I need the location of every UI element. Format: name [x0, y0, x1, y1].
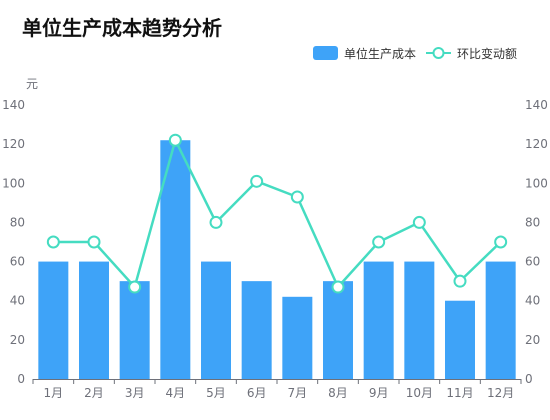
x-tick-label: 10月: [406, 386, 433, 400]
legend-label-bar: 单位生产成本: [344, 46, 416, 61]
y-tick-label-right: 0: [525, 372, 533, 386]
y-tick-label-right: 140: [525, 98, 548, 112]
legend[interactable]: 单位生产成本 环比变动额: [313, 46, 517, 61]
legend-bar-swatch: [313, 46, 338, 60]
y-tick-label-right: 100: [525, 176, 548, 190]
x-tick-label: 9月: [369, 386, 389, 400]
y-tick-label-right: 20: [525, 333, 540, 347]
line-point: [290, 190, 304, 204]
x-tick-label: 6月: [247, 386, 267, 400]
y-tick-label-right: 80: [525, 215, 540, 229]
x-tick-label: 5月: [206, 386, 226, 400]
bar: [241, 281, 272, 379]
bar: [485, 261, 516, 379]
line-point: [46, 235, 60, 249]
line-point: [250, 174, 264, 188]
line-point: [453, 274, 467, 288]
bar: [404, 261, 435, 379]
y-tick-label-right: 120: [525, 137, 548, 151]
y-axis-right: 0 20 40 60 80 100 120 140: [525, 98, 548, 386]
bar: [38, 261, 69, 379]
x-tick-label: 8月: [328, 386, 348, 400]
y-tick-label-left: 40: [10, 294, 25, 308]
line-point: [494, 235, 508, 249]
chart-title: 单位生产成本趋势分析: [22, 16, 222, 40]
legend-line-marker: [432, 47, 445, 59]
bar-series: [38, 140, 516, 379]
x-tick-label: 4月: [166, 386, 186, 400]
y-tick-label-right: 40: [525, 294, 540, 308]
x-tick-label: 1月: [44, 386, 64, 400]
y-tick-label-left: 20: [10, 333, 25, 347]
line-point: [209, 215, 223, 229]
line-markers: [46, 133, 508, 294]
x-tick-label: 2月: [84, 386, 104, 400]
line-point: [128, 280, 142, 294]
legend-label-line: 环比变动额: [457, 46, 517, 61]
y-axis-unit-label: 元: [26, 77, 38, 91]
line-point: [87, 235, 101, 249]
x-tick-label: 11月: [446, 386, 473, 400]
line-point: [331, 280, 345, 294]
bar: [119, 281, 150, 379]
bar: [79, 261, 109, 379]
x-axis: 1月 2月 3月 4月 5月 6月 7月 8月 9月 10月 11月 12月: [32, 379, 522, 400]
x-tick-label: 12月: [487, 386, 514, 400]
x-tick-label: 3月: [125, 386, 145, 400]
bar: [201, 261, 231, 379]
bar: [363, 261, 394, 379]
bar: [323, 281, 353, 379]
line-point: [412, 215, 426, 229]
bar: [282, 296, 313, 379]
y-tick-label-left: 0: [17, 372, 25, 386]
line-series: [53, 138, 502, 289]
y-tick-label-left: 140: [2, 98, 25, 112]
line-point: [168, 133, 182, 147]
y-tick-label-left: 80: [10, 215, 25, 229]
y-tick-label-left: 60: [10, 255, 25, 269]
bar: [445, 300, 475, 379]
x-tick-label: 7月: [288, 386, 308, 400]
y-tick-label-left: 100: [2, 176, 25, 190]
y-tick-label-right: 60: [525, 255, 540, 269]
line-point: [372, 235, 386, 249]
y-tick-label-left: 120: [2, 137, 25, 151]
line-path: [53, 138, 502, 289]
y-axis-left: 0 20 40 60 80 100 120 140: [2, 98, 25, 386]
